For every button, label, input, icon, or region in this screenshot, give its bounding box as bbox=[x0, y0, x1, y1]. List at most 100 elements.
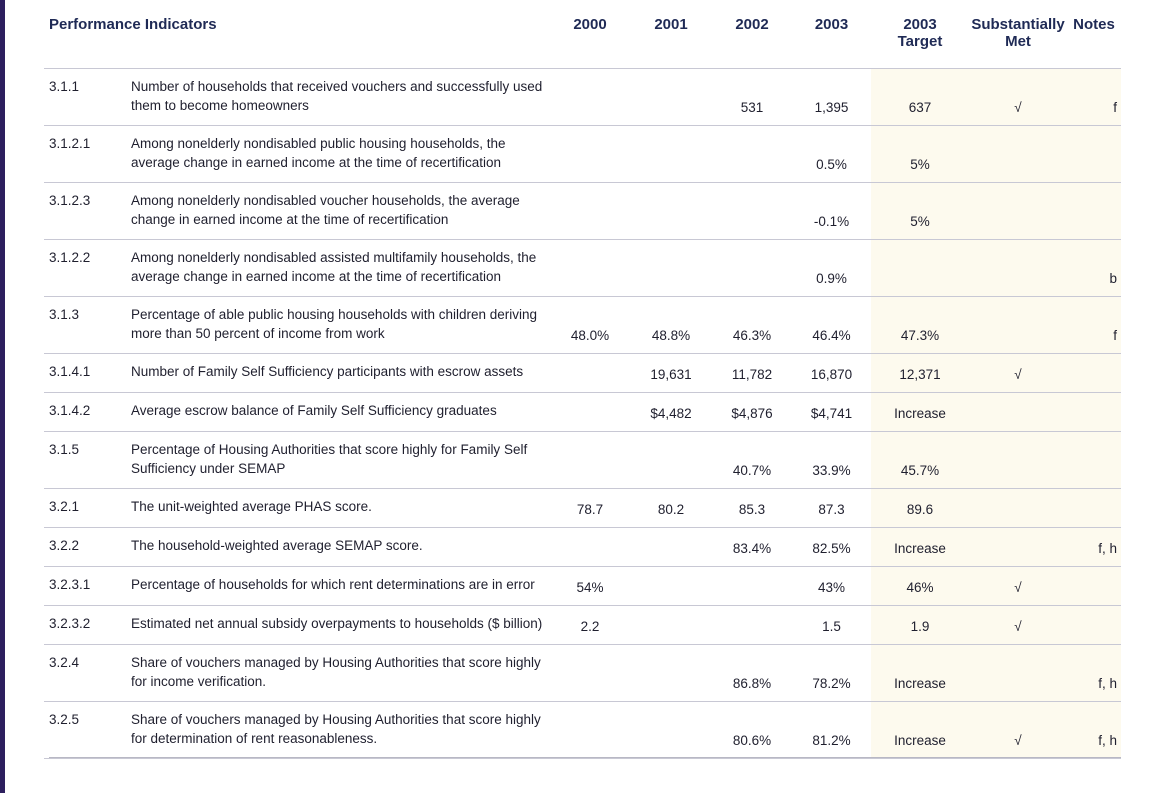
indicator-id: 3.1.2.2 bbox=[44, 239, 126, 297]
value-2003: 33.9% bbox=[792, 431, 871, 489]
table-row: 3.2.4 Share of vouchers managed by Housin… bbox=[44, 644, 1121, 702]
indicator-id: 3.2.3.2 bbox=[44, 605, 126, 645]
indicator-id: 3.1.5 bbox=[44, 431, 126, 489]
value-2001 bbox=[630, 239, 712, 297]
value-2001 bbox=[630, 182, 712, 240]
value-2003-target: 637 bbox=[871, 68, 969, 126]
value-2003: 78.2% bbox=[792, 644, 871, 702]
header-2003-target: 2003 Target bbox=[871, 12, 969, 69]
value-2003-target: 47.3% bbox=[871, 296, 969, 354]
substantially-met-mark bbox=[969, 488, 1067, 528]
bottom-rule bbox=[49, 757, 1121, 758]
value-2000 bbox=[550, 392, 630, 432]
indicator-description: Average escrow balance of Family Self Su… bbox=[126, 392, 550, 432]
value-2001 bbox=[630, 68, 712, 126]
value-2003: 0.9% bbox=[792, 239, 871, 297]
value-2000: 54% bbox=[550, 566, 630, 606]
value-2003-target: 5% bbox=[871, 182, 969, 240]
value-2003-target: 5% bbox=[871, 125, 969, 183]
value-2000 bbox=[550, 353, 630, 393]
header-notes: Notes bbox=[1067, 12, 1121, 69]
indicator-description: Among nonelderly nondisabled public hous… bbox=[126, 125, 550, 183]
header-row: Performance Indicators 2000 2001 2002 20… bbox=[44, 12, 1121, 69]
substantially-met-mark bbox=[969, 527, 1067, 567]
value-2001 bbox=[630, 125, 712, 183]
notes-value bbox=[1067, 182, 1121, 240]
value-2002 bbox=[712, 566, 792, 606]
table-row: 3.2.3.1 Percentage of households for whic… bbox=[44, 566, 1121, 606]
header-2002: 2002 bbox=[712, 12, 792, 69]
indicator-description: Estimated net annual subsidy overpayment… bbox=[126, 605, 550, 645]
notes-value: b bbox=[1067, 239, 1121, 297]
value-2003: $4,741 bbox=[792, 392, 871, 432]
notes-value bbox=[1067, 431, 1121, 489]
value-2002 bbox=[712, 239, 792, 297]
table-row: 3.2.5 Share of vouchers managed by Housin… bbox=[44, 701, 1121, 759]
table-row: 3.1.4.2 Average escrow balance of Family … bbox=[44, 392, 1121, 432]
substantially-met-mark: √ bbox=[969, 353, 1067, 393]
value-2003: 0.5% bbox=[792, 125, 871, 183]
substantially-met-mark: √ bbox=[969, 605, 1067, 645]
substantially-met-mark: √ bbox=[969, 566, 1067, 606]
table-row: 3.2.1 The unit-weighted average PHAS scor… bbox=[44, 488, 1121, 528]
indicator-id: 3.1.4.1 bbox=[44, 353, 126, 393]
value-2002: 85.3 bbox=[712, 488, 792, 528]
table-row: 3.1.2.1 Among nonelderly nondisabled publ… bbox=[44, 125, 1121, 183]
value-2003: 43% bbox=[792, 566, 871, 606]
notes-value: f bbox=[1067, 296, 1121, 354]
value-2000 bbox=[550, 239, 630, 297]
table-row: 3.1.2.3 Among nonelderly nondisabled vouc… bbox=[44, 182, 1121, 240]
substantially-met-mark bbox=[969, 431, 1067, 489]
value-2003-target: 45.7% bbox=[871, 431, 969, 489]
indicator-id: 3.2.3.1 bbox=[44, 566, 126, 606]
indicator-id: 3.1.3 bbox=[44, 296, 126, 354]
value-2003: 87.3 bbox=[792, 488, 871, 528]
notes-value bbox=[1067, 566, 1121, 606]
indicator-description: Share of vouchers managed by Housing Aut… bbox=[126, 701, 550, 759]
value-2003: 1.5 bbox=[792, 605, 871, 645]
indicator-description: Number of households that received vouch… bbox=[126, 68, 550, 126]
value-2000 bbox=[550, 431, 630, 489]
value-2002 bbox=[712, 182, 792, 240]
indicator-id: 3.1.4.2 bbox=[44, 392, 126, 432]
substantially-met-mark bbox=[969, 125, 1067, 183]
indicator-id: 3.1.1 bbox=[44, 68, 126, 126]
indicator-description: Percentage of households for which rent … bbox=[126, 566, 550, 606]
value-2000 bbox=[550, 182, 630, 240]
value-2003: -0.1% bbox=[792, 182, 871, 240]
notes-value bbox=[1067, 353, 1121, 393]
value-2003-target: 46% bbox=[871, 566, 969, 606]
notes-value bbox=[1067, 125, 1121, 183]
notes-value: f, h bbox=[1067, 644, 1121, 702]
value-2001: 80.2 bbox=[630, 488, 712, 528]
header-performance-indicators: Performance Indicators bbox=[44, 12, 550, 69]
indicator-description: Percentage of Housing Authorities that s… bbox=[126, 431, 550, 489]
table-row: 3.1.1 Number of households that received … bbox=[44, 68, 1121, 126]
substantially-met-mark bbox=[969, 239, 1067, 297]
notes-value bbox=[1067, 605, 1121, 645]
value-2002: 531 bbox=[712, 68, 792, 126]
notes-value: f bbox=[1067, 68, 1121, 126]
indicator-id: 3.2.4 bbox=[44, 644, 126, 702]
value-2001 bbox=[630, 527, 712, 567]
table-row: 3.1.3 Percentage of able public housing h… bbox=[44, 296, 1121, 354]
value-2000 bbox=[550, 701, 630, 759]
value-2001: 19,631 bbox=[630, 353, 712, 393]
indicator-id: 3.2.1 bbox=[44, 488, 126, 528]
value-2001: 48.8% bbox=[630, 296, 712, 354]
value-2003-target: Increase bbox=[871, 392, 969, 432]
value-2002: 86.8% bbox=[712, 644, 792, 702]
left-border-bar bbox=[0, 0, 5, 793]
value-2002: 83.4% bbox=[712, 527, 792, 567]
table-row: 3.1.4.1 Number of Family Self Sufficiency… bbox=[44, 353, 1121, 393]
indicator-id: 3.2.2 bbox=[44, 527, 126, 567]
value-2003-target: 12,371 bbox=[871, 353, 969, 393]
value-2000 bbox=[550, 644, 630, 702]
value-2003-target: Increase bbox=[871, 527, 969, 567]
value-2003-target: Increase bbox=[871, 701, 969, 759]
header-2000: 2000 bbox=[550, 12, 630, 69]
value-2001 bbox=[630, 566, 712, 606]
substantially-met-mark bbox=[969, 296, 1067, 354]
performance-indicators-table: Performance Indicators 2000 2001 2002 20… bbox=[44, 12, 1121, 759]
substantially-met-mark: √ bbox=[969, 68, 1067, 126]
